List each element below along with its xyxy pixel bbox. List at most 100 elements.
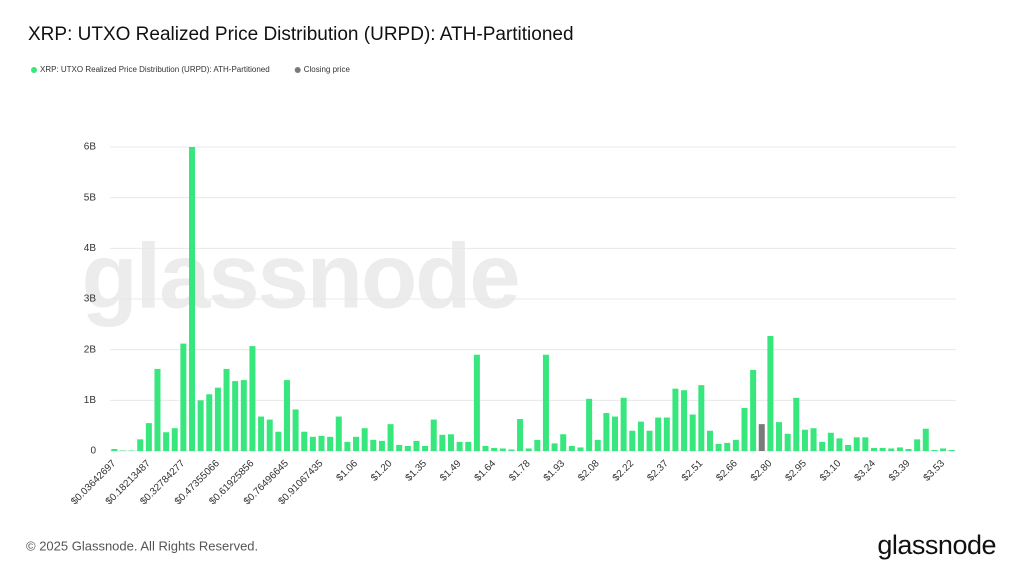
- bar: [283, 380, 290, 451]
- bar: [378, 440, 385, 451]
- bar: [266, 419, 273, 451]
- bar: [292, 409, 299, 451]
- bar: [240, 380, 247, 451]
- bar: [620, 397, 627, 451]
- bar: [914, 439, 921, 451]
- x-tick-label: $1.93: [542, 458, 568, 484]
- bar: [137, 439, 144, 451]
- y-tick-label: 4B: [84, 243, 97, 254]
- bar: [870, 447, 877, 451]
- x-tick-label: $3.53: [922, 458, 948, 484]
- bar: [482, 445, 489, 451]
- bar: [810, 428, 817, 451]
- bar: [888, 448, 895, 451]
- logo: glassnode: [877, 530, 996, 560]
- bar: [525, 448, 532, 451]
- bar: [447, 434, 454, 451]
- bar: [698, 385, 705, 451]
- bar: [163, 432, 170, 451]
- x-tick-label: $2.95: [783, 458, 809, 484]
- x-tick-label: $2.08: [576, 458, 602, 484]
- bar: [793, 397, 800, 451]
- bar: [258, 416, 265, 451]
- bar: [128, 450, 135, 451]
- x-tick-label: $1.06: [335, 458, 361, 484]
- bar: [508, 449, 515, 451]
- bar: [836, 438, 843, 451]
- bar: [387, 424, 394, 451]
- bar: [663, 417, 670, 451]
- legend-marker: [294, 67, 301, 73]
- bar: [732, 439, 739, 451]
- bar: [119, 450, 126, 451]
- x-tick-label: $2.51: [680, 458, 706, 484]
- bar: [335, 416, 342, 451]
- bar: [776, 422, 783, 451]
- x-tick-label: $1.64: [473, 458, 499, 484]
- chart-title: XRP: UTXO Realized Price Distribution (U…: [28, 24, 574, 45]
- bar: [801, 429, 808, 451]
- bar: [473, 354, 480, 451]
- bar: [171, 428, 178, 451]
- bar: [862, 437, 869, 451]
- y-tick-label: 6B: [84, 142, 97, 153]
- legend-marker: [31, 67, 37, 73]
- y-tick-label: 1B: [84, 395, 97, 406]
- bar: [232, 381, 239, 451]
- bar: [819, 441, 826, 451]
- bar: [517, 419, 524, 451]
- x-tick-label: $2.66: [714, 458, 740, 484]
- bar: [145, 423, 152, 451]
- y-tick-label: 0: [90, 446, 96, 457]
- bar: [931, 449, 938, 451]
- bar: [396, 444, 403, 451]
- bar: [534, 439, 541, 451]
- bar: [896, 447, 903, 451]
- bar: [724, 442, 731, 451]
- bar: [430, 419, 437, 451]
- bar: [275, 431, 282, 451]
- x-tick-label: $2.37: [645, 458, 671, 484]
- bar: [327, 436, 334, 451]
- bar: [879, 447, 886, 451]
- bar: [413, 440, 420, 451]
- bar: [568, 445, 575, 451]
- bar: [689, 414, 696, 451]
- bar: [422, 445, 429, 451]
- bar: [637, 421, 644, 451]
- bar: [922, 428, 929, 451]
- bar: [948, 449, 955, 451]
- x-tick-label: $2.80: [749, 458, 775, 484]
- watermark: glassnode: [81, 225, 518, 327]
- bar: [344, 441, 351, 451]
- x-tick-label: $1.35: [404, 458, 430, 484]
- copyright: © 2025 Glassnode. All Rights Reserved.: [26, 538, 258, 553]
- bar: [577, 447, 584, 451]
- bar: [672, 388, 679, 451]
- y-tick-label: 3B: [84, 294, 97, 305]
- bar: [827, 432, 834, 451]
- bar: [542, 354, 549, 451]
- bar: [249, 346, 256, 451]
- bar: [853, 437, 860, 451]
- bar: [629, 430, 636, 451]
- bar: [741, 407, 748, 451]
- bar: [715, 443, 722, 451]
- x-tick-label: $3.39: [887, 458, 913, 484]
- bar: [197, 400, 204, 451]
- bar: [301, 431, 308, 451]
- bar: [767, 335, 774, 451]
- bar: [318, 435, 325, 451]
- bar: [940, 448, 947, 451]
- bar: [784, 433, 791, 451]
- bar: [594, 439, 601, 451]
- bar: [370, 439, 377, 451]
- legend-label: Closing price: [304, 65, 351, 74]
- bar: [404, 445, 411, 451]
- x-tick-label: $1.49: [438, 458, 464, 484]
- bar: [223, 368, 230, 451]
- bar: [681, 390, 688, 451]
- bar: [309, 436, 316, 451]
